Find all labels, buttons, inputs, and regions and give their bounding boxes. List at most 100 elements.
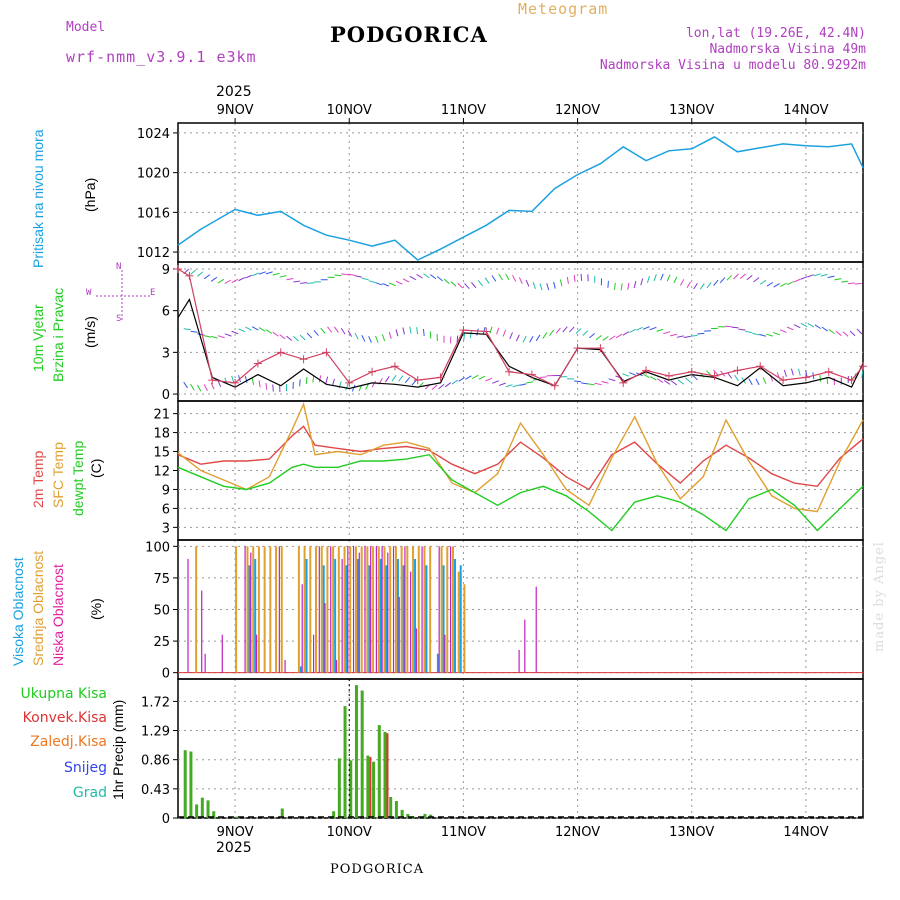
wind-barb — [660, 273, 664, 281]
wind-barb — [677, 379, 685, 385]
wind-gust-marker — [322, 348, 331, 357]
wind-barb — [402, 278, 410, 283]
wind-barb — [361, 277, 369, 281]
wind-barb — [734, 374, 739, 382]
cloud-bar-low — [404, 546, 406, 673]
wind-barb — [354, 332, 359, 340]
cloud-bar-low — [352, 546, 355, 673]
wind-barb — [509, 332, 513, 340]
wind-gust-marker — [185, 271, 194, 280]
wind-barb — [190, 330, 198, 333]
wind-barb — [773, 283, 780, 288]
cloud-title-high: Visoka Oblacnost — [10, 557, 26, 666]
wind-barb — [204, 335, 212, 338]
precip-bar-total — [189, 751, 193, 818]
day-label-bottom: 13NOV — [669, 825, 714, 840]
wind-barb — [719, 277, 726, 284]
cloud-bar-low — [438, 546, 440, 673]
wind-barb — [798, 368, 801, 376]
cloud-bar-low — [415, 628, 417, 673]
day-label-top: 10NOV — [327, 103, 372, 118]
wind-barb — [649, 326, 657, 331]
wind-barb — [676, 335, 684, 338]
wind-gust-marker — [733, 366, 742, 375]
wind-barb — [745, 330, 753, 334]
wind-barb — [368, 280, 376, 284]
wind-barb — [821, 326, 828, 332]
wind-barb — [746, 274, 753, 281]
wind-barb — [431, 384, 438, 391]
cloud-bar-mid — [326, 546, 329, 673]
wind-barb — [217, 278, 225, 284]
wind-gust-marker — [231, 378, 240, 387]
precip-bar-total — [235, 816, 239, 818]
cloud-bar-low — [341, 558, 343, 673]
y-tick-label: 1.72 — [141, 695, 170, 710]
wind-barb — [210, 276, 218, 282]
wind-barb — [476, 328, 479, 336]
wind-barb — [706, 282, 712, 289]
wind-barb — [423, 273, 430, 279]
wind-barb — [726, 274, 733, 281]
wind-barb — [766, 281, 774, 287]
wind-gust-marker — [368, 367, 377, 376]
legend-frozen-rain: Zaledj.Kisa — [30, 734, 107, 750]
cloud-bar-high — [425, 565, 428, 673]
cloud-bar-high — [414, 558, 417, 673]
wind-gust-marker — [550, 381, 559, 390]
y-tick-label: 0.86 — [141, 754, 170, 769]
wind-barb — [827, 275, 835, 279]
wind-barb — [759, 333, 767, 337]
wind-gust-marker — [642, 366, 651, 375]
temp-title-sfc: SFC Temp — [50, 442, 66, 508]
wind-barb — [388, 331, 392, 339]
wind-barb — [686, 281, 692, 288]
day-label-top: 9NOV — [217, 103, 254, 118]
precip-bar-total — [377, 725, 381, 818]
wind-barb — [438, 384, 445, 390]
cloud-bar-mid — [257, 546, 260, 673]
wind-barb — [800, 276, 808, 280]
cloud-bar-mid — [332, 546, 335, 673]
wind-barb — [629, 328, 637, 333]
wind-barb — [683, 335, 691, 338]
cloud-bar-low — [358, 552, 360, 673]
cloud-bar-low — [201, 590, 203, 673]
compass-south: S — [116, 314, 122, 324]
pressure-line — [177, 136, 864, 261]
wind-barb — [663, 380, 671, 385]
cloud-bar-high — [356, 558, 359, 673]
panel-frame — [177, 122, 864, 263]
legend-hail: Grad — [72, 785, 107, 801]
wind-barb — [856, 328, 863, 335]
wind-gust-marker — [436, 373, 445, 382]
cloud-bar-mid — [263, 546, 266, 673]
cloud-bar-low — [284, 660, 286, 673]
wind-barb — [224, 333, 232, 337]
wind-barb — [368, 336, 372, 343]
wind-barb — [210, 382, 215, 390]
temp-title-dew: dewpt Temp — [70, 440, 86, 516]
wind-barb — [456, 335, 459, 343]
wind-barb — [258, 327, 266, 332]
wind-barb — [292, 335, 299, 342]
cloud-bar-mid — [446, 546, 449, 673]
wind-barb — [471, 282, 477, 289]
wind-barb — [748, 378, 753, 386]
wind-barb — [279, 334, 286, 340]
wind-barb — [482, 326, 486, 334]
wind-barb — [673, 276, 678, 284]
precip-bar-total — [406, 813, 410, 818]
wind-barb — [484, 277, 490, 284]
wind-barb — [814, 324, 822, 330]
wind-gust-marker — [859, 362, 867, 371]
wind-barb — [395, 280, 403, 285]
cloud-bar-low — [398, 596, 400, 673]
wind-gust-marker — [756, 362, 765, 371]
y-tick-label: 0 — [162, 667, 170, 682]
precip-bar-total — [423, 813, 427, 818]
wind-barb — [345, 383, 349, 391]
wind-barb — [375, 282, 383, 286]
model-name: wrf-nmm_v3.9.1 e3km — [66, 48, 257, 66]
wind-barb — [197, 271, 204, 277]
